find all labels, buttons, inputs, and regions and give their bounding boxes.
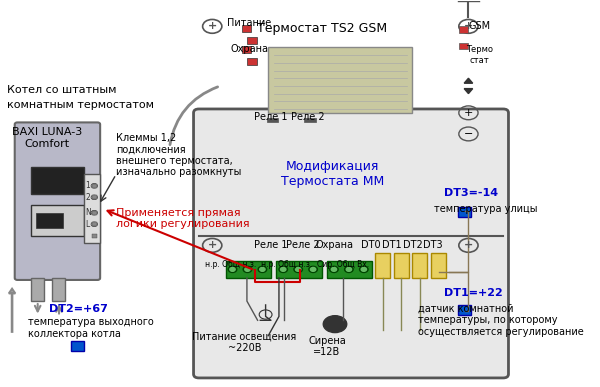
Circle shape [230, 267, 235, 271]
Bar [394, 253, 409, 278]
Bar [459, 26, 469, 33]
Circle shape [279, 266, 287, 272]
Polygon shape [464, 89, 473, 94]
Circle shape [331, 267, 337, 271]
Bar [84, 174, 100, 243]
Text: температура выходного
коллектора котла: температура выходного коллектора котла [28, 317, 154, 339]
Bar [92, 234, 97, 238]
Text: +: + [464, 21, 473, 31]
Text: Питание освещения
~220В: Питание освещения ~220В [192, 332, 296, 353]
Text: Реле 2: Реле 2 [286, 240, 320, 250]
Bar [92, 195, 97, 199]
Text: Реле 1: Реле 1 [254, 112, 287, 122]
Text: температура улицы: температура улицы [434, 204, 537, 214]
Bar [226, 261, 271, 278]
Bar [459, 43, 469, 50]
Text: +: + [464, 240, 473, 250]
Circle shape [329, 266, 338, 272]
Text: BAXI LUNA-3
Comfort: BAXI LUNA-3 Comfort [11, 127, 82, 149]
Bar [266, 118, 278, 122]
Circle shape [245, 267, 250, 271]
Text: Охрана: Охрана [230, 45, 269, 55]
Circle shape [281, 267, 286, 271]
Bar [458, 207, 471, 217]
Text: Термо
стат: Термо стат [466, 46, 493, 65]
Circle shape [346, 267, 352, 271]
Text: Реле 1: Реле 1 [254, 240, 287, 250]
Text: Применяется прямая
логики регулирования: Применяется прямая логики регулирования [116, 208, 250, 229]
Circle shape [344, 266, 353, 272]
Text: L: L [86, 220, 90, 229]
Text: Сирена
=12В: Сирена =12В [308, 336, 346, 357]
Text: DT0: DT0 [361, 240, 380, 250]
Text: −: − [464, 129, 473, 139]
Bar [304, 118, 316, 122]
Bar [247, 37, 257, 44]
Text: Клеммы 1,2
подключения
внешнего термостата,
изначально разомкнуты: Клеммы 1,2 подключения внешнего термоста… [116, 133, 242, 178]
Bar [276, 261, 322, 278]
Bar [375, 253, 390, 278]
Text: датчик комнатной
температуры, по которому
осуществляется регулирование: датчик комнатной температуры, по котором… [418, 304, 583, 337]
Text: N: N [85, 208, 91, 217]
Circle shape [309, 266, 317, 272]
Bar [242, 25, 251, 32]
Text: 2: 2 [85, 193, 90, 202]
Bar [31, 205, 84, 236]
Bar [31, 278, 44, 301]
Bar [52, 278, 65, 301]
Text: Котел со штатным: Котел со штатным [7, 85, 116, 95]
Text: DT2=+67: DT2=+67 [49, 304, 109, 314]
Bar [327, 261, 373, 278]
Bar [242, 46, 251, 53]
Text: GSM: GSM [468, 21, 490, 31]
Circle shape [361, 267, 367, 271]
Circle shape [323, 316, 347, 332]
Circle shape [294, 266, 302, 272]
Bar [36, 213, 63, 228]
Circle shape [243, 266, 252, 272]
Text: DT1: DT1 [382, 240, 402, 250]
Bar [92, 184, 97, 188]
Bar [31, 167, 84, 194]
Text: комнатным термостатом: комнатным термостатом [7, 100, 154, 110]
Text: Питание: Питание [227, 17, 272, 27]
Text: Термостат TS2 GSM: Термостат TS2 GSM [257, 22, 387, 35]
Text: +: + [464, 108, 473, 118]
Text: Реле 2: Реле 2 [292, 112, 325, 122]
Circle shape [359, 266, 368, 272]
Circle shape [310, 267, 316, 271]
Circle shape [228, 266, 237, 272]
Circle shape [260, 267, 265, 271]
Polygon shape [464, 78, 473, 83]
Bar [247, 58, 257, 65]
Text: +: + [208, 240, 217, 250]
Bar [71, 341, 84, 351]
Bar [92, 222, 97, 226]
Bar [412, 253, 427, 278]
Bar [92, 211, 97, 215]
Text: DT1=+22: DT1=+22 [445, 288, 503, 298]
Text: DT2: DT2 [403, 240, 422, 250]
FancyBboxPatch shape [15, 122, 100, 280]
Bar [458, 305, 471, 315]
Text: DT3: DT3 [423, 240, 442, 250]
FancyArrow shape [9, 289, 15, 332]
Text: Модификация
Термостата ММ: Модификация Термостата ММ [281, 160, 384, 188]
Circle shape [258, 266, 266, 272]
Text: DT3=-14: DT3=-14 [445, 188, 499, 199]
Text: Охрана: Охрана [316, 240, 354, 250]
Text: 1: 1 [85, 182, 90, 190]
Text: н.р. Общ н.з.  н.р. Общ н.з.  Сир. Общ Вх.: н.р. Общ н.з. н.р. Общ н.з. Сир. Общ Вх. [205, 260, 369, 269]
Text: +: + [208, 21, 217, 31]
Bar [268, 48, 412, 113]
FancyBboxPatch shape [194, 109, 508, 378]
Circle shape [295, 267, 301, 271]
Bar [431, 253, 446, 278]
